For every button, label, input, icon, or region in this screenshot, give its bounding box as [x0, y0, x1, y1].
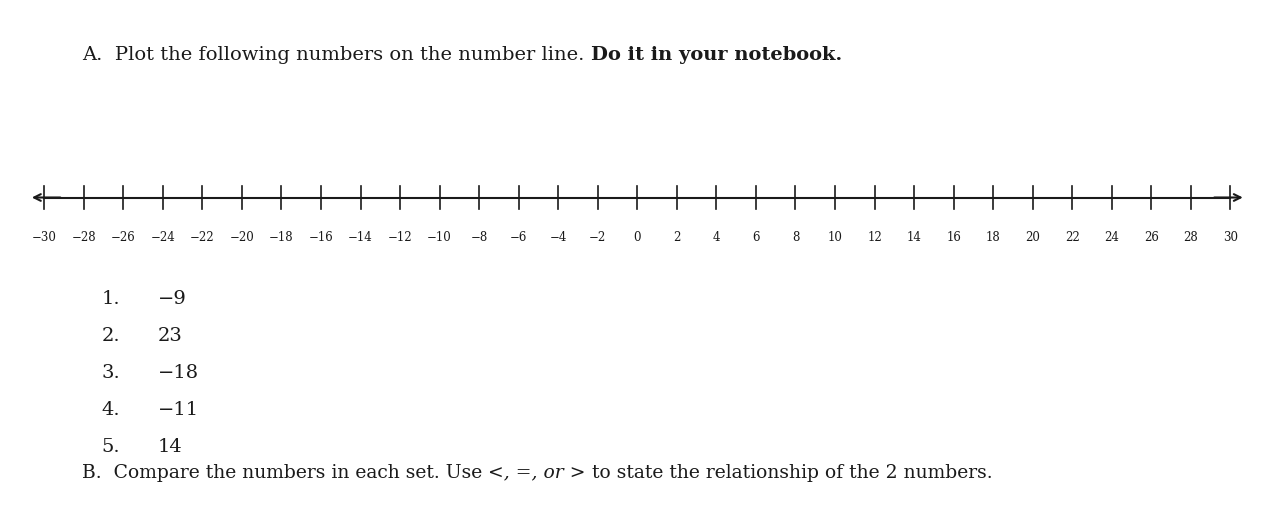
Text: −20: −20 [230, 231, 254, 244]
Text: 10: 10 [828, 231, 843, 244]
Text: 20: 20 [1025, 231, 1040, 244]
Text: B.  Compare the numbers in each set. Use: B. Compare the numbers in each set. Use [82, 464, 488, 482]
Text: −8: −8 [471, 231, 488, 244]
Text: 14: 14 [158, 438, 183, 456]
Text: −2: −2 [589, 231, 607, 244]
Text: −24: −24 [150, 231, 175, 244]
Text: −11: −11 [158, 401, 199, 419]
Text: −10: −10 [428, 231, 452, 244]
Text: −28: −28 [72, 231, 96, 244]
Text: to state the relationship of the 2 numbers.: to state the relationship of the 2 numbe… [586, 464, 992, 482]
Text: 22: 22 [1065, 231, 1080, 244]
Text: <, =, or >: <, =, or > [488, 464, 586, 482]
Text: 5.: 5. [101, 438, 120, 456]
Text: 8: 8 [791, 231, 799, 244]
Text: 3.: 3. [101, 364, 120, 382]
Text: Do it in your notebook.: Do it in your notebook. [591, 46, 842, 64]
Text: −26: −26 [111, 231, 135, 244]
Text: −14: −14 [348, 231, 372, 244]
Text: 24: 24 [1104, 231, 1119, 244]
Text: −22: −22 [191, 231, 215, 244]
Text: 12: 12 [867, 231, 882, 244]
Text: 18: 18 [986, 231, 1001, 244]
Text: 2: 2 [673, 231, 680, 244]
Text: 0: 0 [634, 231, 641, 244]
Text: 1.: 1. [101, 290, 120, 308]
Text: 28: 28 [1184, 231, 1199, 244]
Text: A.  Plot the following numbers on the number line.: A. Plot the following numbers on the num… [82, 46, 591, 64]
Text: −6: −6 [510, 231, 528, 244]
Text: −4: −4 [549, 231, 567, 244]
Text: 2.: 2. [101, 327, 120, 345]
Text: 4: 4 [713, 231, 721, 244]
Text: −18: −18 [158, 364, 199, 382]
Text: −30: −30 [32, 231, 57, 244]
Text: −12: −12 [387, 231, 413, 244]
Text: 16: 16 [946, 231, 962, 244]
Text: 26: 26 [1143, 231, 1159, 244]
Text: 4.: 4. [101, 401, 120, 419]
Text: 23: 23 [158, 327, 183, 345]
Text: −18: −18 [269, 231, 294, 244]
Text: 14: 14 [906, 231, 921, 244]
Text: −9: −9 [158, 290, 187, 308]
Text: −16: −16 [309, 231, 333, 244]
Text: 6: 6 [752, 231, 760, 244]
Text: 30: 30 [1223, 231, 1238, 244]
